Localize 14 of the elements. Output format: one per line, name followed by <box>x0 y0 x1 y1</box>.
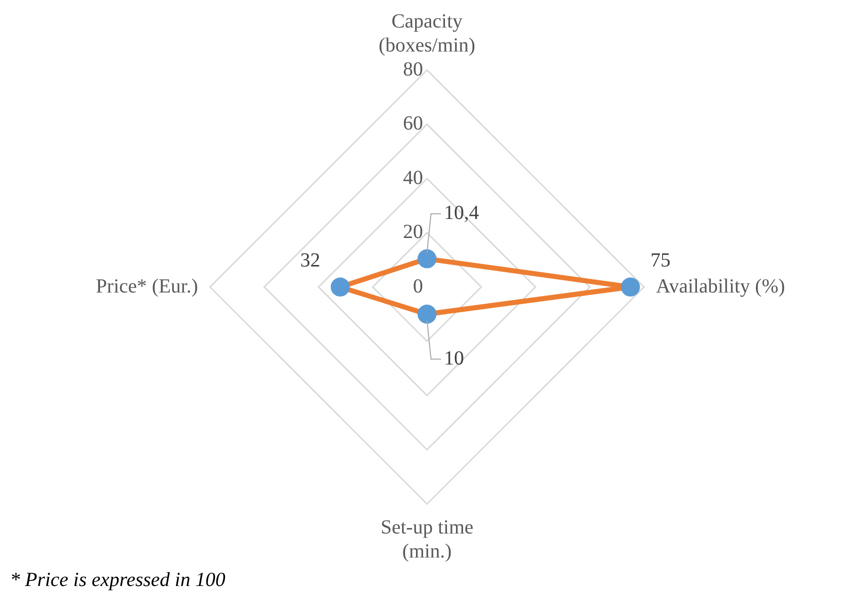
y-tick-label: 80 <box>403 58 423 80</box>
text: * Price is expressed in 100 <box>10 569 226 592</box>
spoke-label: Capacity (boxes/min) <box>378 10 476 56</box>
y-tick-label: 20 <box>403 221 423 243</box>
y-tick-label: 40 <box>403 166 423 189</box>
data-label: 10 <box>444 347 464 370</box>
y-tick-label: 60 <box>403 112 423 134</box>
spoke-label: Availability (%) <box>656 275 786 298</box>
data-label: 75 <box>650 249 670 272</box>
spoke-label: Set-up time (min.) <box>380 516 474 562</box>
y-tick-label: 0 <box>413 275 423 298</box>
data-label: 10,4 <box>444 202 479 224</box>
data-label: 32 <box>300 249 320 272</box>
spoke-label: Price* (Eur.) <box>96 275 198 298</box>
